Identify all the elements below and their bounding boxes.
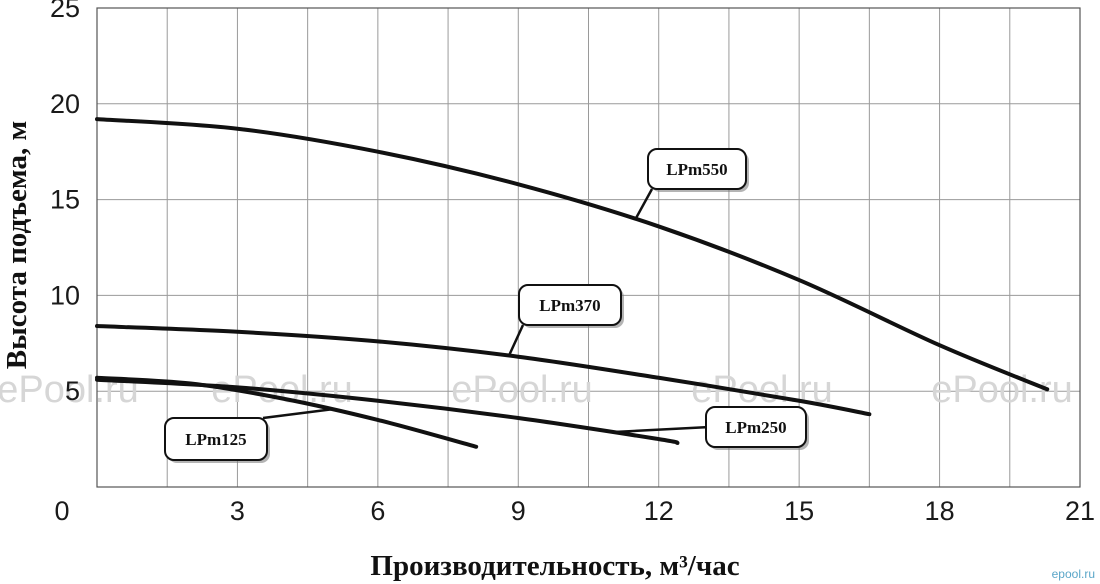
- series-label-lpm550: LPm550: [666, 160, 727, 179]
- watermark-text: ePool.ru: [0, 369, 139, 411]
- series-label-lpm250: LPm250: [725, 418, 786, 437]
- callout-leader: [262, 408, 332, 420]
- x-tick-label: 6: [370, 496, 385, 526]
- y-tick-label: 15: [50, 185, 80, 215]
- series-label-lpm125: LPm125: [185, 430, 246, 449]
- x-tick-label: 0: [54, 496, 69, 526]
- y-tick-label: 20: [50, 89, 80, 119]
- x-tick-label: 3: [230, 496, 245, 526]
- watermark-text: ePool.ru: [931, 369, 1073, 411]
- series-curves: [95, 117, 1050, 449]
- callout-box: [647, 148, 747, 190]
- tick-labels: 0 3 6 9 12 15 18 21 5 10 15 20 25: [50, 0, 1095, 526]
- callout-box: [164, 417, 268, 461]
- plot-frame: [96, 7, 1081, 488]
- x-axis-label: Производительность, м³/час: [370, 550, 739, 582]
- x-tick-label: 12: [644, 496, 674, 526]
- y-tick-label: 10: [50, 280, 80, 310]
- callout-leader: [634, 188, 654, 221]
- callout-leader: [611, 425, 711, 434]
- series-label-lpm370: LPm370: [539, 296, 600, 315]
- y-tick-label: 25: [50, 0, 80, 23]
- grid: [96, 7, 1081, 488]
- callout-box: [705, 406, 807, 448]
- callout-box: [518, 284, 622, 326]
- series-line-lpm370: [95, 324, 872, 417]
- callout-leader: [507, 324, 525, 357]
- series-line-lpm550: [95, 117, 1050, 392]
- x-tick-label: 18: [925, 496, 955, 526]
- series-line-lpm125: [95, 375, 479, 449]
- series-labels: LPm550 LPm370 LPm250 LPm125: [164, 148, 809, 463]
- y-axis-label: Высота подъема, м: [1, 121, 33, 369]
- logo-text: epool.ru: [1052, 567, 1095, 581]
- x-tick-label: 15: [784, 496, 814, 526]
- x-tick-label: 21: [1065, 496, 1095, 526]
- y-tick-label: 5: [65, 376, 80, 406]
- x-tick-label: 9: [511, 496, 526, 526]
- watermark-text: ePool.ru: [451, 369, 593, 411]
- watermark-layer: ePool.ru ePool.ru ePool.ru ePool.ru ePool.ru: [0, 369, 1073, 411]
